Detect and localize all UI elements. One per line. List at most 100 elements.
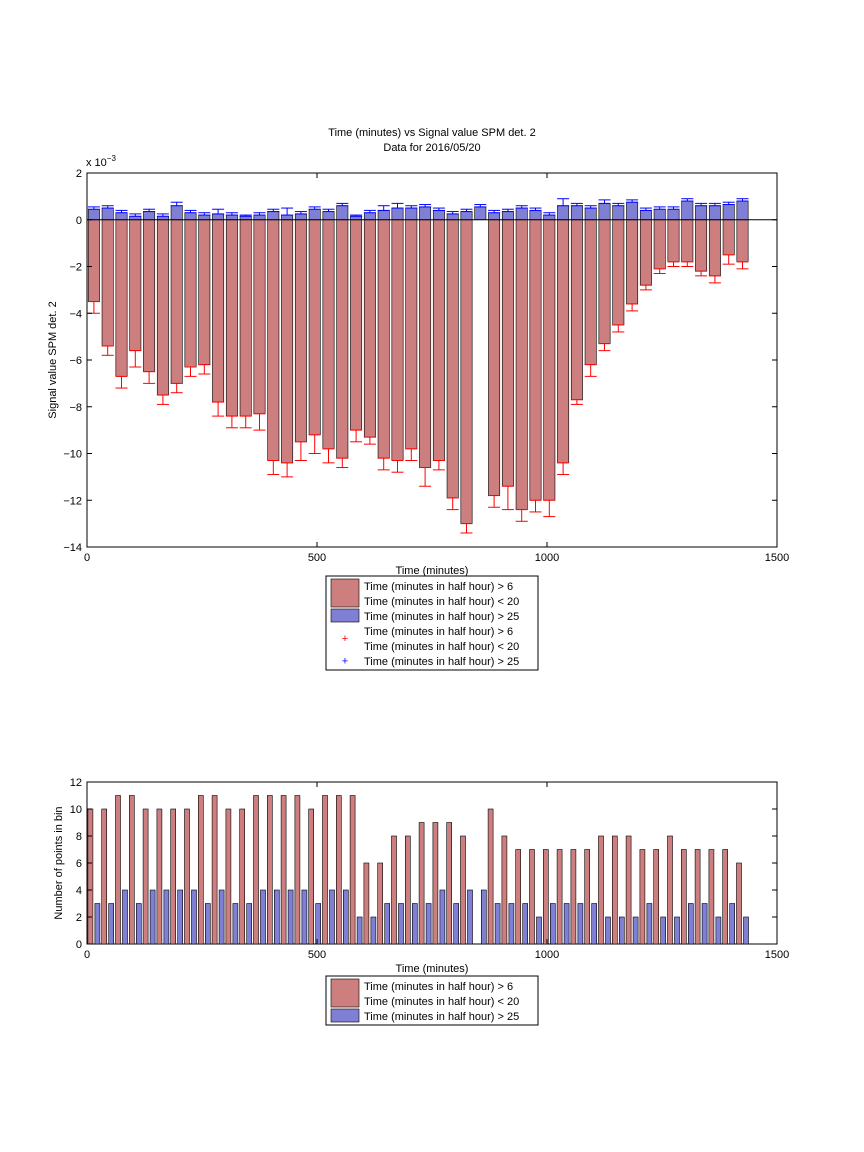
chart-signal: Time (minutes) vs Signal value SPM det. … bbox=[47, 127, 789, 671]
ytick-label: 10 bbox=[70, 804, 82, 816]
count-bar bbox=[246, 903, 252, 945]
count-bar bbox=[149, 889, 156, 945]
count-bar bbox=[205, 903, 211, 945]
count-bar bbox=[156, 808, 163, 945]
signal-bar bbox=[267, 211, 280, 221]
chart1-exponent: x 10−3 bbox=[86, 154, 116, 169]
ytick-label: −6 bbox=[69, 355, 82, 367]
count-bar bbox=[280, 795, 287, 945]
count-bar bbox=[211, 795, 218, 945]
count-bar bbox=[101, 808, 107, 945]
count-bar bbox=[142, 808, 149, 945]
signal-bar bbox=[212, 213, 225, 221]
count-bar bbox=[349, 795, 356, 945]
signal-bar bbox=[212, 219, 225, 403]
signal-bar bbox=[225, 214, 238, 221]
count-bar bbox=[260, 889, 266, 945]
signal-bar bbox=[474, 206, 487, 221]
xtick-label: 1000 bbox=[535, 949, 559, 961]
signal-bar bbox=[695, 219, 708, 272]
signal-bar bbox=[198, 219, 211, 365]
signal-bar bbox=[570, 205, 583, 221]
signal-bar bbox=[294, 213, 307, 221]
signal-bar bbox=[336, 219, 349, 459]
xtick-label: 500 bbox=[308, 949, 326, 961]
count-bar bbox=[501, 835, 508, 945]
signal-bar bbox=[557, 205, 570, 221]
xtick-label: 0 bbox=[84, 949, 90, 961]
signal-bar bbox=[87, 208, 100, 221]
chart2-xaxis: 0 500 1000 1500 bbox=[84, 782, 789, 961]
ytick-label: 0 bbox=[76, 939, 82, 951]
signal-bar bbox=[363, 212, 376, 221]
signal-bar bbox=[115, 212, 128, 221]
signal-bar bbox=[653, 219, 666, 270]
signal-bar bbox=[377, 219, 390, 459]
count-bar bbox=[322, 795, 328, 945]
count-bar bbox=[356, 916, 363, 945]
count-bar bbox=[570, 849, 577, 945]
chart1-title: Time (minutes) vs Signal value SPM det. … bbox=[328, 127, 535, 139]
signal-bar bbox=[584, 219, 597, 365]
xtick-label: 1000 bbox=[535, 552, 559, 564]
signal-bar bbox=[377, 210, 390, 221]
count-bar bbox=[122, 889, 128, 945]
count-bar bbox=[446, 822, 453, 945]
signal-bar bbox=[129, 219, 142, 351]
signal-bar bbox=[681, 200, 694, 221]
ytick-label: 6 bbox=[76, 858, 82, 870]
signal-bar bbox=[308, 208, 321, 221]
chart1-exponent-power: −3 bbox=[107, 154, 117, 163]
count-bar bbox=[611, 835, 618, 945]
count-bar bbox=[522, 903, 529, 945]
count-bar bbox=[646, 903, 653, 945]
count-bar bbox=[701, 903, 708, 945]
signal-bar bbox=[308, 219, 321, 436]
chart2-legend: Time (minutes in half hour) > 6 Time (min… bbox=[325, 975, 539, 1026]
count-bar bbox=[253, 795, 259, 945]
signal-bar bbox=[708, 205, 721, 221]
count-bar bbox=[439, 889, 446, 945]
signal-bar bbox=[736, 219, 749, 263]
legend-swatch bbox=[330, 608, 360, 623]
count-bar bbox=[377, 862, 384, 945]
count-bar bbox=[232, 903, 239, 945]
signal-bar bbox=[667, 219, 680, 263]
count-bar bbox=[722, 849, 729, 945]
signal-bar bbox=[515, 219, 528, 510]
signal-bar bbox=[460, 211, 473, 221]
count-bar bbox=[425, 903, 432, 945]
count-bar bbox=[184, 808, 190, 945]
ytick-label: 12 bbox=[70, 777, 82, 789]
legend-label: Time (minutes in half hour) < 20 bbox=[364, 996, 519, 1008]
count-bar bbox=[542, 849, 549, 945]
signal-bar bbox=[101, 219, 114, 347]
legend-marker: + bbox=[342, 633, 348, 645]
count-bar bbox=[301, 889, 308, 945]
signal-bar bbox=[570, 219, 583, 401]
count-bar bbox=[432, 822, 439, 945]
signal-bar bbox=[322, 219, 335, 450]
legend-swatch bbox=[330, 1008, 360, 1023]
ytick-label: −12 bbox=[63, 495, 82, 507]
count-bar bbox=[87, 808, 94, 945]
signal-bar bbox=[639, 210, 652, 221]
count-bar bbox=[163, 889, 170, 945]
chart2-ylabel: Number of points in bin bbox=[53, 806, 65, 919]
signal-bar bbox=[405, 207, 418, 221]
chart1-xaxis: 0 500 1000 1500 bbox=[84, 173, 789, 564]
count-bar bbox=[494, 903, 501, 945]
count-bar bbox=[398, 903, 404, 945]
count-bar bbox=[191, 889, 197, 945]
signal-bar bbox=[598, 219, 611, 344]
count-bar bbox=[136, 903, 142, 945]
signal-bar bbox=[460, 219, 473, 524]
legend-label: Time (minutes in half hour) > 25 bbox=[364, 611, 519, 623]
legend-swatch bbox=[330, 578, 360, 608]
signal-bar bbox=[653, 208, 666, 221]
ytick-label: 0 bbox=[76, 215, 82, 227]
signal-bar bbox=[391, 219, 404, 461]
count-bar bbox=[287, 889, 294, 945]
chart1-legend: Time (minutes in half hour) > 6 Time (min… bbox=[325, 575, 539, 671]
count-bar bbox=[266, 795, 273, 945]
